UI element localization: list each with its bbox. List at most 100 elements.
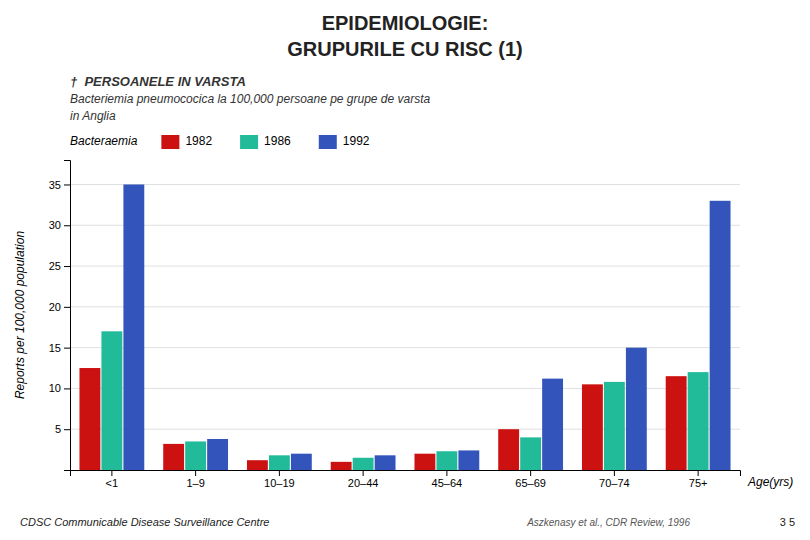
legend-label: 1982 bbox=[185, 134, 212, 148]
bar bbox=[185, 441, 206, 470]
bar bbox=[604, 382, 625, 470]
legend-swatch bbox=[240, 135, 258, 149]
bar bbox=[207, 439, 228, 470]
annotation: 3 5 bbox=[780, 516, 795, 528]
x-axis-line bbox=[71, 471, 741, 477]
y-tick-mark bbox=[64, 184, 70, 185]
x-tick: 20–44 bbox=[348, 470, 379, 489]
y-tick: 10 bbox=[49, 382, 70, 394]
bar bbox=[414, 454, 435, 470]
subtitle: in Anglia bbox=[70, 109, 116, 123]
y-tick: 15 bbox=[49, 342, 70, 354]
x-tick: 75+ bbox=[689, 470, 708, 489]
y-tick-label: 10 bbox=[49, 382, 61, 394]
x-tick-label: <1 bbox=[106, 477, 119, 489]
bar bbox=[123, 184, 144, 470]
bar bbox=[291, 454, 312, 470]
x-tick-mark bbox=[363, 470, 364, 476]
x-tick-label: 20–44 bbox=[348, 477, 379, 489]
bar bbox=[79, 368, 100, 470]
series bbox=[123, 184, 730, 470]
x-tick-mark bbox=[279, 470, 280, 476]
bar bbox=[626, 348, 647, 470]
x-tick-mark bbox=[530, 470, 531, 476]
y-tick-label: 5 bbox=[55, 423, 61, 435]
legend-swatch bbox=[161, 135, 179, 149]
x-tick-label: 10–19 bbox=[264, 477, 295, 489]
y-tick-mark bbox=[64, 348, 70, 349]
legend-label: 1986 bbox=[264, 134, 291, 148]
y-axis-title: Reports per 100,000 population bbox=[13, 231, 27, 399]
y-tick-label: 30 bbox=[49, 219, 61, 231]
bar bbox=[436, 451, 457, 470]
legend: Bacteraemia 1982 1986 1992 bbox=[70, 134, 370, 149]
title: GRUPURILE CU RISC (1) bbox=[287, 38, 523, 60]
bar bbox=[163, 444, 184, 470]
x-tick-label: 45–64 bbox=[432, 477, 463, 489]
y-tick-mark bbox=[64, 388, 70, 389]
bar bbox=[331, 462, 352, 470]
plot: 5 10 15 20 25 30 35 <1 1–9 10–19 20–44 45–64 65–69 70… bbox=[49, 161, 741, 489]
x-tick-label: 1–9 bbox=[186, 477, 204, 489]
y-tick-label: 20 bbox=[49, 301, 61, 313]
bar bbox=[542, 379, 563, 470]
x-tick-label: 75+ bbox=[689, 477, 708, 489]
y-tick-mark bbox=[64, 429, 70, 430]
bar bbox=[247, 460, 268, 470]
grid-line bbox=[70, 184, 740, 185]
bars bbox=[79, 184, 730, 470]
bar bbox=[458, 450, 479, 470]
y-tick: 20 bbox=[49, 301, 70, 313]
bar bbox=[269, 455, 290, 470]
annotation: CDSC Communicable Disease Surveillance C… bbox=[20, 516, 269, 528]
series bbox=[101, 331, 708, 470]
y-tick: 5 bbox=[55, 423, 70, 435]
x-tick-label: 70–74 bbox=[599, 477, 630, 489]
bar bbox=[101, 331, 122, 470]
x-tick-label: 65–69 bbox=[515, 477, 546, 489]
subtitle: Bacteriemia pneumococica la 100,000 pers… bbox=[70, 92, 431, 106]
x-tick-mark bbox=[614, 470, 615, 476]
title: EPIDEMIOLOGIE: bbox=[322, 12, 489, 34]
grid-line bbox=[70, 266, 740, 267]
bar bbox=[666, 376, 687, 470]
x-tick-mark bbox=[195, 470, 196, 476]
x-axis: <1 1–9 10–19 20–44 45–64 65–69 70–74 75+ bbox=[71, 470, 741, 489]
series bbox=[79, 368, 686, 470]
legend-title: Bacteraemia bbox=[70, 134, 138, 148]
y-tick: 35 bbox=[49, 178, 70, 190]
y-axis: 5 10 15 20 25 30 35 bbox=[49, 161, 71, 471]
x-tick-mark bbox=[111, 470, 112, 476]
y-tick-label: 15 bbox=[49, 342, 61, 354]
y-tick-label: 25 bbox=[49, 260, 61, 272]
grid-line bbox=[70, 306, 740, 307]
subtitle: † PERSOANELE IN VARSTA bbox=[70, 74, 246, 89]
x-tick: 70–74 bbox=[599, 470, 630, 489]
y-tick-mark bbox=[64, 307, 70, 308]
bar bbox=[520, 437, 541, 470]
x-tick: 1–9 bbox=[186, 470, 204, 489]
bar bbox=[688, 372, 709, 470]
x-tick: 65–69 bbox=[515, 470, 546, 489]
bar bbox=[710, 201, 731, 470]
x-axis-title: Age(yrs) bbox=[747, 475, 793, 489]
legend-swatch bbox=[319, 135, 337, 149]
y-tick-mark bbox=[64, 266, 70, 267]
y-tick-mark bbox=[64, 225, 70, 226]
grid-line bbox=[70, 225, 740, 226]
chart: EPIDEMIOLOGIE: GRUPURILE CU RISC (1) † PER… bbox=[0, 0, 810, 540]
x-tick: 10–19 bbox=[264, 470, 295, 489]
bar bbox=[353, 458, 374, 470]
annotation: Aszkenasy et al., CDR Review, 1996 bbox=[526, 517, 690, 528]
y-tick: 25 bbox=[49, 260, 70, 272]
x-tick-mark bbox=[446, 470, 447, 476]
y-tick: 30 bbox=[49, 219, 70, 231]
legend-label: 1992 bbox=[343, 134, 370, 148]
bar bbox=[498, 429, 519, 470]
bar bbox=[582, 384, 603, 470]
x-tick: 45–64 bbox=[432, 470, 463, 489]
x-tick-mark bbox=[698, 470, 699, 476]
bar bbox=[375, 455, 396, 470]
y-tick-label: 35 bbox=[49, 178, 61, 190]
x-tick: <1 bbox=[106, 470, 119, 489]
